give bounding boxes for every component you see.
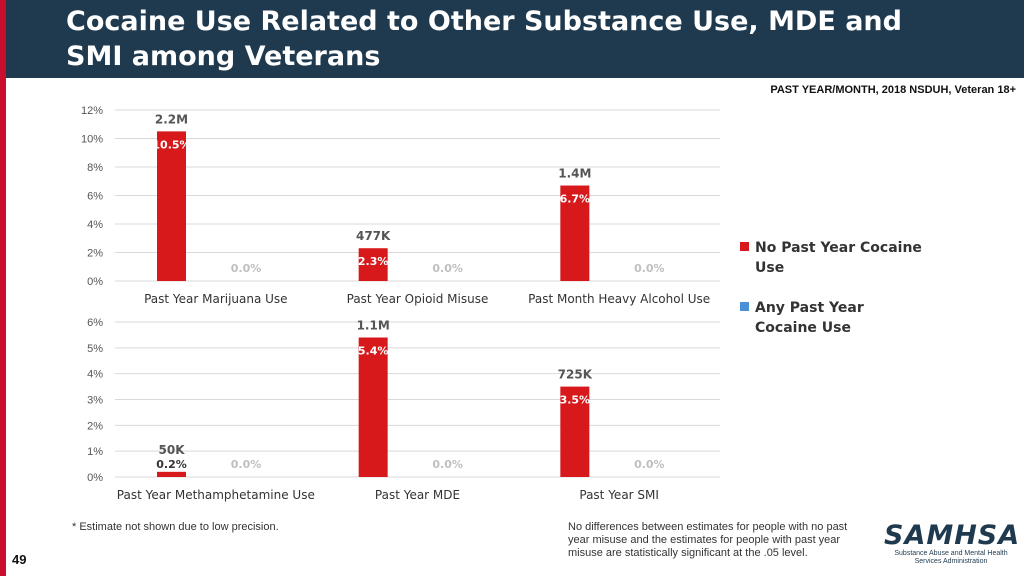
source-note: PAST YEAR/MONTH, 2018 NSDUH, Veteran 18+ xyxy=(770,84,1016,96)
y-tick-label-1-2: 4% xyxy=(87,219,103,231)
category-label-1-1: Past Year Opioid Misuse xyxy=(347,292,489,306)
legend-label-any-cocaine: Any Past Year Cocaine Use xyxy=(755,300,864,336)
category-label-2-0: Past Year Methamphetamine Use xyxy=(117,488,315,502)
value-label-no-cocaine-1-2: 6.7% xyxy=(560,193,591,206)
bar-no-cocaine-2-1 xyxy=(358,337,388,477)
count-label-2-1: 1.1M xyxy=(357,319,390,333)
samhsa-logo: SAMHSA Substance Abuse and Mental Health… xyxy=(884,520,1021,566)
value-label-any-cocaine-2-2: 0.0% xyxy=(634,458,665,471)
bar-no-cocaine-2-2 xyxy=(560,386,590,477)
y-tick-label-2-5: 5% xyxy=(87,343,103,355)
count-label-2-2: 725K xyxy=(558,368,593,382)
bar-no-cocaine-1-0 xyxy=(157,131,186,281)
bar-no-cocaine-1-2 xyxy=(560,185,590,281)
logo-wordmark: SAMHSA xyxy=(884,520,1021,551)
bar-no-cocaine-2-0 xyxy=(157,471,186,477)
count-label-1-1: 477K xyxy=(356,229,391,243)
value-label-no-cocaine-2-2: 3.5% xyxy=(560,394,591,407)
y-tick-label-1-5: 10% xyxy=(81,134,103,146)
y-tick-label-1-1: 2% xyxy=(87,248,103,260)
category-label-2-2: Past Year SMI xyxy=(579,488,659,502)
y-tick-label-2-3: 3% xyxy=(87,395,103,407)
y-tick-label-1-3: 6% xyxy=(87,191,103,203)
value-label-any-cocaine-1-0: 0.0% xyxy=(231,262,262,275)
header-banner xyxy=(6,0,1024,78)
page-number: 49 xyxy=(12,552,27,567)
category-label-1-2: Past Month Heavy Alcohol Use xyxy=(528,292,710,306)
y-tick-label-1-4: 8% xyxy=(87,162,103,174)
y-tick-label-2-4: 4% xyxy=(87,369,103,381)
count-label-1-2: 1.4M xyxy=(558,167,591,181)
y-tick-label-1-0: 0% xyxy=(87,276,103,288)
bar-no-cocaine-1-1 xyxy=(358,248,388,281)
slide-title: Cocaine Use Related to Other Substance U… xyxy=(66,6,902,72)
left-accent-bar xyxy=(0,0,6,576)
value-label-any-cocaine-2-0: 0.0% xyxy=(231,458,262,471)
value-label-no-cocaine-1-0: 10.5% xyxy=(152,138,190,151)
legend-swatch-no-cocaine xyxy=(740,242,749,251)
value-label-any-cocaine-2-1: 0.0% xyxy=(432,458,463,471)
significance-note: No differences between estimates for peo… xyxy=(568,521,848,559)
category-label-2-1: Past Year MDE xyxy=(375,488,460,502)
footnote: * Estimate not shown due to low precisio… xyxy=(72,521,279,533)
y-tick-label-2-2: 2% xyxy=(87,420,103,432)
y-tick-label-2-1: 1% xyxy=(87,446,103,458)
y-tick-label-2-6: 6% xyxy=(87,317,103,329)
value-label-any-cocaine-1-2: 0.0% xyxy=(634,262,665,275)
y-tick-label-1-6: 12% xyxy=(81,105,103,117)
count-label-2-0: 50K xyxy=(159,443,186,457)
count-label-1-0: 2.2M xyxy=(155,112,188,126)
value-label-no-cocaine-2-1: 5.4% xyxy=(358,345,389,358)
legend-swatch-any-cocaine xyxy=(740,302,749,311)
logo-subtitle: Substance Abuse and Mental Health Servic… xyxy=(894,550,1008,565)
category-label-1-0: Past Year Marijuana Use xyxy=(144,292,288,306)
value-label-no-cocaine-1-1: 2.3% xyxy=(358,255,389,268)
y-tick-label-2-0: 0% xyxy=(87,472,103,484)
legend-label-no-cocaine: No Past Year Cocaine Use xyxy=(755,240,922,276)
value-label-no-cocaine-2-0: 0.2% xyxy=(156,458,187,471)
value-label-any-cocaine-1-1: 0.0% xyxy=(432,262,463,275)
